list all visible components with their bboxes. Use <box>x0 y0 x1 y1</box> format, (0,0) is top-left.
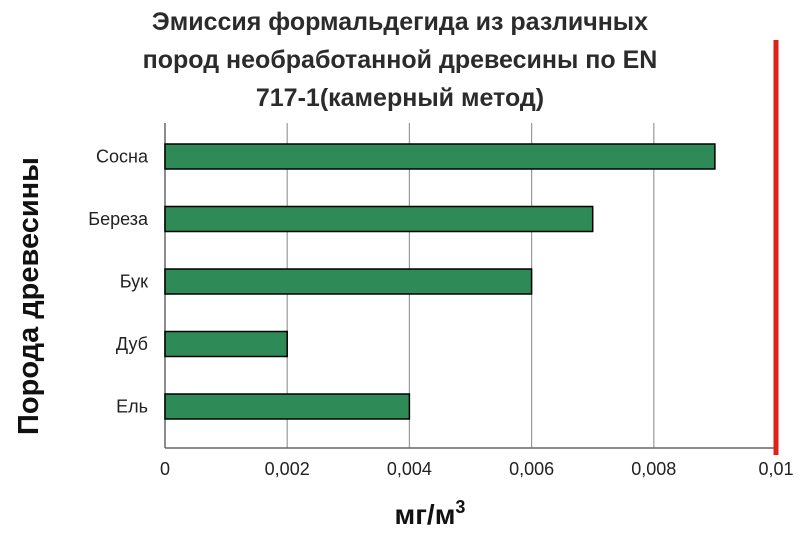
category-label: Ель <box>116 397 148 417</box>
category-label: Береза <box>88 209 149 229</box>
x-tick-labels: 0 0,002 0,004 0,006 0,008 0,01 <box>160 459 794 479</box>
x-tick-label: 0 <box>160 459 170 479</box>
x-tick-label: 0,004 <box>387 459 432 479</box>
x-tick-label: 0,01 <box>758 459 793 479</box>
x-axis-title-superscript: 3 <box>455 497 465 517</box>
category-label: Сосна <box>96 147 149 167</box>
category-label: Бук <box>120 272 148 292</box>
x-tick-label: 0,006 <box>509 459 554 479</box>
x-axis-title: мг/м3 <box>395 497 466 530</box>
bar-1 <box>164 205 594 233</box>
bar-0 <box>164 143 716 170</box>
y-axis-title: Порода древесины <box>13 157 45 435</box>
bar-4 <box>164 393 411 420</box>
category-label: Дуб <box>116 334 148 354</box>
chart-title-line-2: пород необработанной древесины по EN <box>143 46 658 74</box>
chart-title-line-1: Эмиссия формальдегида из различных <box>152 8 648 36</box>
chart-title: Эмиссия формальдегида из различных пород… <box>143 8 658 112</box>
x-tick-label: 0,008 <box>631 459 676 479</box>
x-tick-label: 0,002 <box>265 459 310 479</box>
category-labels: Сосна Береза Бук Дуб Ель <box>88 147 149 417</box>
x-axis-title-unit: мг/м <box>395 499 456 530</box>
bars <box>164 143 716 420</box>
bar-3 <box>164 330 288 358</box>
bar-2 <box>164 268 533 295</box>
chart-title-line-3: 717-1(камерный метод) <box>256 84 544 112</box>
